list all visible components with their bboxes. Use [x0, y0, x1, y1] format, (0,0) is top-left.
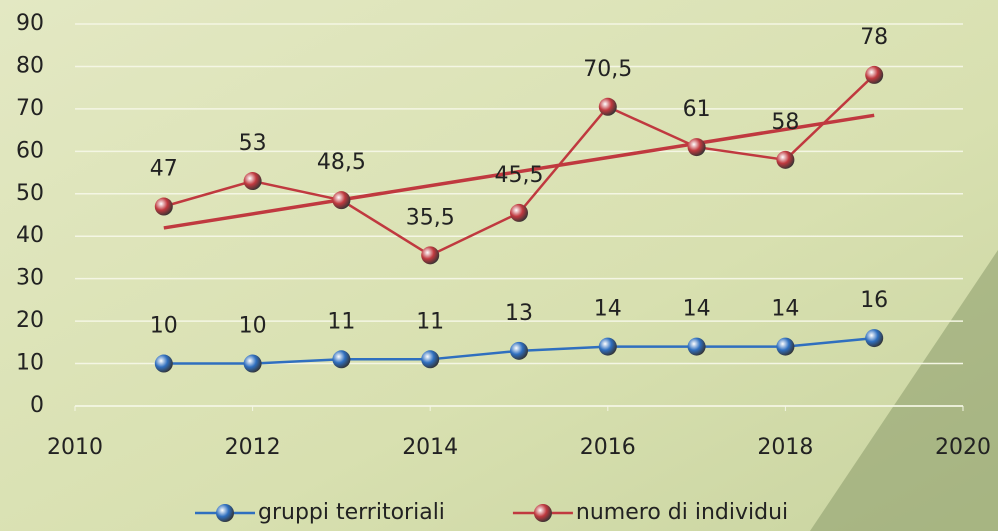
x-tick-label: 2010 — [47, 435, 103, 460]
marker — [332, 350, 350, 368]
data-label: 11 — [416, 309, 444, 334]
data-label: 14 — [594, 297, 622, 322]
data-label: 78 — [860, 25, 888, 50]
data-label: 14 — [771, 297, 799, 322]
data-label: 58 — [771, 110, 799, 135]
marker — [244, 355, 262, 373]
y-tick-label: 40 — [16, 223, 44, 248]
data-label: 10 — [150, 314, 178, 339]
data-label: 48,5 — [317, 150, 366, 175]
y-tick-label: 50 — [16, 181, 44, 206]
marker — [244, 172, 262, 190]
legend-marker — [534, 504, 552, 522]
x-tick-label: 2020 — [935, 435, 991, 460]
data-label: 45,5 — [495, 163, 544, 188]
data-label: 16 — [860, 288, 888, 313]
background — [0, 0, 998, 531]
marker — [421, 350, 439, 368]
x-tick-label: 2016 — [580, 435, 636, 460]
marker — [776, 151, 794, 169]
data-label: 53 — [239, 131, 267, 156]
marker — [510, 204, 528, 222]
chart: 0 10 20 30 40 50 60 70 80 90 2010 2012 2014 2016 2018 2… — [0, 0, 998, 531]
x-tick-label: 2018 — [757, 435, 813, 460]
y-tick-label: 70 — [16, 96, 44, 121]
data-label: 11 — [327, 309, 355, 334]
y-tick-label: 60 — [16, 138, 44, 163]
legend-marker — [216, 504, 234, 522]
marker — [599, 98, 617, 116]
marker — [688, 138, 706, 156]
data-label: 10 — [239, 314, 267, 339]
data-label: 13 — [505, 301, 533, 326]
marker — [155, 355, 173, 373]
data-label: 14 — [683, 297, 711, 322]
legend-label: gruppi territoriali — [258, 500, 445, 525]
data-label: 47 — [150, 157, 178, 182]
marker — [421, 246, 439, 264]
marker — [599, 338, 617, 356]
data-label: 35,5 — [406, 205, 455, 230]
y-tick-label: 80 — [16, 53, 44, 78]
marker — [332, 191, 350, 209]
marker — [688, 338, 706, 356]
marker — [155, 198, 173, 216]
x-tick-label: 2012 — [225, 435, 281, 460]
marker — [865, 329, 883, 347]
y-tick-label: 10 — [16, 351, 44, 376]
y-tick-label: 30 — [16, 266, 44, 291]
data-label: 61 — [683, 97, 711, 122]
x-tick-label: 2014 — [402, 435, 458, 460]
y-tick-label: 90 — [16, 11, 44, 36]
data-label: 70,5 — [583, 57, 632, 82]
marker — [510, 342, 528, 360]
marker — [865, 66, 883, 84]
y-tick-label: 0 — [30, 393, 44, 418]
marker — [776, 338, 794, 356]
y-tick-label: 20 — [16, 308, 44, 333]
legend-label: numero di individui — [576, 500, 788, 525]
